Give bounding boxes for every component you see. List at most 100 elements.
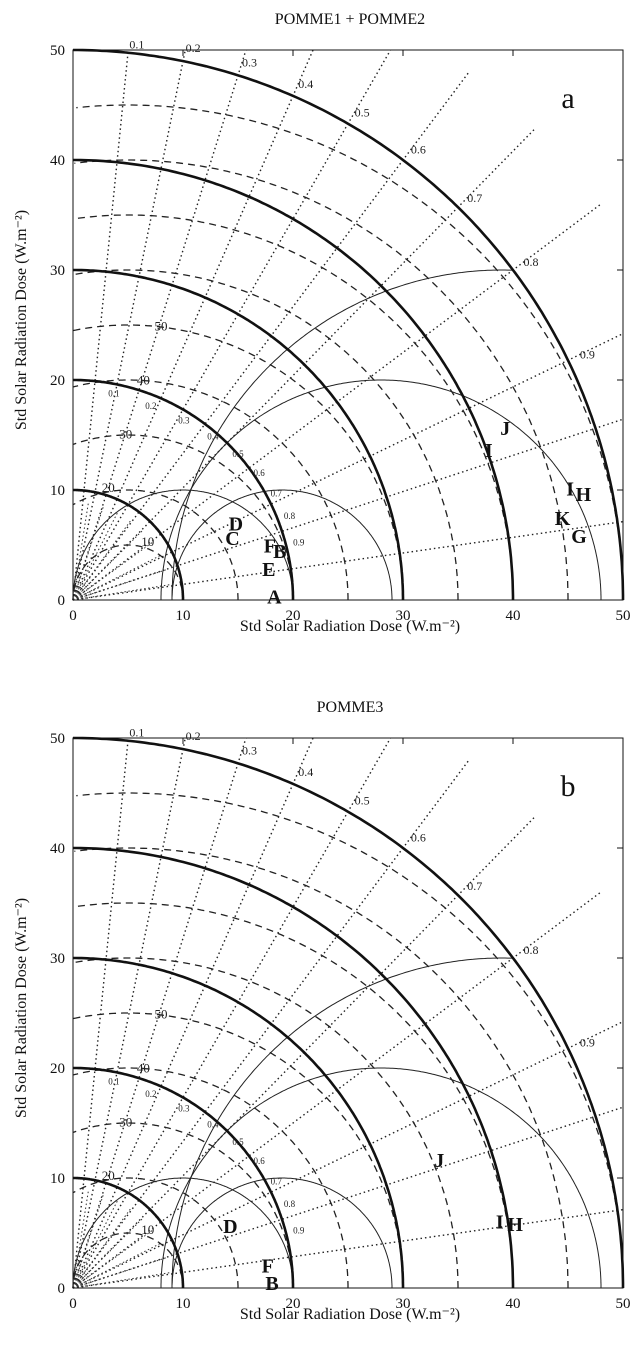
- inner-correlation-label: 0.2: [145, 401, 156, 411]
- correlation-ray-inner: [72, 1229, 154, 1289]
- rms-circle: [73, 324, 404, 600]
- std-arc-label: 10: [141, 1222, 154, 1237]
- correlation-ray: [72, 737, 247, 1289]
- correlation-ray-inner: [72, 511, 119, 601]
- panel-label: b: [561, 770, 576, 803]
- data-point: A: [267, 586, 282, 608]
- taylor-diagram-a: POMME1 + POMME2 a Std Solar Radiation Do…: [0, 0, 634, 660]
- correlation-ray-inner: [72, 1199, 119, 1289]
- correlation-ray-inner: [72, 1272, 171, 1289]
- y-tick-label: 20: [50, 373, 65, 389]
- data-point: D: [229, 514, 243, 536]
- std-arc-label: 10: [141, 534, 154, 549]
- skill-circle: [171, 489, 393, 600]
- correlation-label: 0.9: [580, 1036, 595, 1050]
- inner-correlation-label: 0.6: [253, 1156, 265, 1166]
- x-tick-label: 30: [396, 608, 411, 624]
- std-arc: [73, 846, 515, 1288]
- data-point: B: [265, 1273, 278, 1295]
- inner-correlation-label: 0.3: [178, 416, 190, 426]
- correlation-ray-inner: [72, 554, 162, 601]
- correlation-ray-inner: [72, 1242, 162, 1289]
- x-tick-label: 40: [506, 608, 521, 624]
- correlation-ray: [72, 737, 314, 1289]
- y-tick-label: 30: [50, 263, 65, 279]
- correlation-ray: [72, 332, 624, 601]
- inner-correlation-label: 0.7: [271, 488, 283, 498]
- y-tick-label: 10: [50, 483, 65, 499]
- std-arc-label: 20: [102, 480, 115, 495]
- x-tick-label: 30: [396, 1296, 411, 1312]
- correlation-label: 0.7: [467, 879, 482, 893]
- std-arc: [73, 1066, 295, 1288]
- x-axis-label: Std Solar Radiation Dose (W.m⁻²): [240, 618, 460, 635]
- correlation-label: 0.6: [411, 830, 426, 844]
- inner-correlation-label: 0.4: [207, 432, 219, 442]
- correlation-ray-inner: [72, 519, 132, 601]
- chart-title: POMME1 + POMME2: [275, 11, 425, 28]
- correlation-ray: [72, 1106, 624, 1289]
- std-arc: [73, 378, 295, 600]
- x-tick-label: 50: [616, 1296, 631, 1312]
- x-tick-label: 0: [69, 1296, 77, 1312]
- correlation-label: 0.9: [580, 348, 595, 362]
- y-tick-label: 40: [50, 153, 65, 169]
- inner-correlation-label: 0.7: [271, 1176, 283, 1186]
- rms-circle: [74, 847, 569, 1288]
- correlation-label: 0.1: [129, 38, 144, 52]
- correlation-ray: [72, 418, 624, 601]
- std-arc: [73, 158, 515, 600]
- inner-correlation-label: 0.6: [253, 468, 265, 478]
- correlation-label: 0.1: [129, 726, 144, 740]
- inner-correlation-label: 0.5: [232, 449, 244, 459]
- rms-circle: [72, 1177, 239, 1288]
- data-point: K: [555, 508, 571, 530]
- plot-area: 0 10 20 30 40 50 0 10 20 30 40 50 0.1 0.2 0.3 0.4 0.5 0.6…: [50, 726, 631, 1313]
- inner-correlation-label: 0.8: [284, 1199, 296, 1209]
- rms-circle: [72, 379, 349, 600]
- y-axis-label: Std Solar Radiation Dose (W.m⁻²): [13, 210, 30, 430]
- data-point: I: [496, 1212, 504, 1234]
- data-point: F: [262, 1256, 274, 1278]
- correlation-label: 0.4: [298, 765, 313, 779]
- data-point: I: [485, 440, 493, 462]
- rms-circle: [72, 1122, 294, 1288]
- correlation-ray-inner: [72, 1207, 132, 1289]
- data-point: E: [262, 559, 275, 581]
- rms-circle: [74, 214, 514, 600]
- inner-correlation-label: 0.1: [108, 388, 119, 398]
- std-arc-label: 40: [137, 1060, 150, 1075]
- skill-circle: [171, 957, 514, 1288]
- data-point: D: [223, 1216, 237, 1238]
- correlation-ray-inner: [72, 541, 154, 601]
- inner-correlation-label: 0.4: [207, 1120, 219, 1130]
- data-point: B: [273, 541, 286, 563]
- correlation-label: 0.4: [298, 77, 313, 91]
- rms-circle: [76, 792, 624, 1288]
- skill-circle: [72, 1177, 294, 1288]
- correlation-ray-inner: [72, 568, 168, 601]
- correlation-ray-inner: [72, 505, 105, 601]
- data-point: I: [566, 479, 574, 501]
- std-arc: [73, 488, 185, 600]
- correlation-label: 0.8: [524, 943, 539, 957]
- data-point: J: [434, 1150, 444, 1172]
- taylor-diagram-b-svg: POMME3 b Std Solar Radiation Dose (W.m⁻²…: [13, 699, 631, 1323]
- skill-circle: [72, 489, 294, 600]
- data-point: H: [507, 1214, 523, 1236]
- data-point: J: [500, 418, 510, 440]
- x-tick-label: 50: [616, 608, 631, 624]
- correlation-ray: [72, 49, 314, 601]
- std-arc: [73, 268, 405, 600]
- plot-area: 0 10 20 30 40 50 0 10 20 30 40 50 0.1 0.2 0.3 0.4 0.5 0.6…: [50, 38, 631, 625]
- correlation-label: 0.5: [355, 793, 370, 807]
- taylor-diagram-b: POMME3 b Std Solar Radiation Dose (W.m⁻²…: [0, 688, 634, 1348]
- correlation-ray: [72, 49, 186, 601]
- x-tick-label: 10: [176, 1296, 191, 1312]
- data-point: G: [571, 526, 587, 548]
- rms-circle: [73, 1012, 404, 1288]
- rms-circle: [76, 104, 624, 600]
- skill-circle: [160, 379, 602, 600]
- correlation-label: 0.3: [242, 56, 257, 70]
- correlation-label: 0.7: [467, 191, 482, 205]
